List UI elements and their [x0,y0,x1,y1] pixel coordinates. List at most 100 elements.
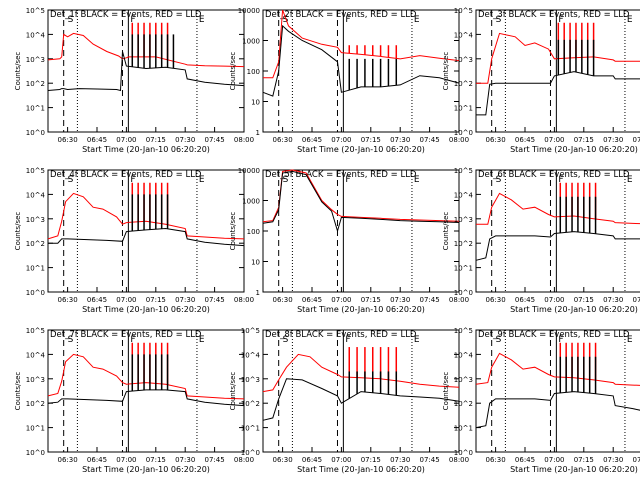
x-tick-label: 07:00 [116,456,136,464]
y-axis-label: Counts/sec [229,52,237,91]
y-tick-label: 10 [251,259,260,267]
marker-label-F: F [558,15,563,25]
x-tick-label: 07:15 [574,136,594,144]
x-tick-label: 07:30 [175,296,195,304]
x-tick-label: 07:15 [146,296,166,304]
y-tick-label: 10^2 [26,80,45,88]
marker-label-F: F [558,175,563,185]
y-axis-label: Counts/sec [229,212,237,251]
y-tick-label: 10^5 [26,327,45,335]
x-tick-label: 08:00 [234,136,254,144]
marker-label-F: F [130,335,135,345]
y-tick-label: 1 [256,129,260,137]
y-tick-label: 10^0 [26,449,45,457]
y-tick-label: 10^4 [454,191,474,199]
x-tick-label: 06:45 [87,136,107,144]
y-tick-label: 10^3 [454,56,473,64]
x-tick-label: 06:30 [273,456,293,464]
x-tick-label: 07:15 [361,136,381,144]
x-tick-label: 07:00 [544,136,564,144]
events-series-line [262,378,460,421]
x-tick-label: 07:00 [331,136,351,144]
x-tick-label: 06:30 [58,456,78,464]
y-tick-label: 1000 [242,38,260,46]
y-tick-label: 10^3 [26,216,45,224]
lld-series-line [475,352,640,386]
x-tick-label: 08:00 [234,456,254,464]
events-series-line [47,51,245,92]
marker-label-F: F [345,335,350,345]
x-tick-label: 06:45 [515,136,535,144]
x-tick-label: 07:00 [331,456,351,464]
y-tick-label: 10^0 [241,449,260,457]
marker-label-S: S [283,15,289,25]
y-tick-label: 10000 [238,167,260,175]
x-tick-label: 06:45 [302,456,322,464]
y-tick-label: 1000 [242,198,260,206]
plot-frame [47,9,245,133]
marker-label-F: F [130,175,135,185]
x-tick-label: 06:45 [515,456,535,464]
events-series-line [475,391,640,429]
marker-label-F: F [130,15,135,25]
y-tick-label: 10^3 [454,216,473,224]
chart-title: Det_2f BLACK = Events, RED = LLD [265,10,417,20]
y-tick-label: 10^4 [26,31,46,39]
marker-label-E: E [199,15,205,25]
y-axis-label: Counts/sec [14,212,22,251]
y-tick-label: 10^2 [241,400,260,408]
y-tick-label: 10^1 [454,105,473,113]
x-tick-label: 06:30 [58,136,78,144]
y-axis-label: Counts/sec [442,212,450,251]
x-tick-label: 06:45 [302,296,322,304]
y-tick-label: 10^2 [454,80,473,88]
x-tick-label: 07:30 [603,456,623,464]
marker-label-E: E [414,15,420,25]
y-tick-label: 10^1 [241,425,260,433]
y-tick-label: 10^0 [26,129,45,137]
marker-label-E: E [414,175,420,185]
chart-title: Det_1f BLACK = Events, RED = LLD [50,10,202,20]
y-tick-label: 10^3 [26,376,45,384]
marker-label-S: S [283,175,289,185]
x-tick-label: 07:45 [205,296,225,304]
marker-label-E: E [627,335,633,345]
marker-label-F: F [345,175,350,185]
marker-label-F: F [345,15,350,25]
chart-title: Det_7f BLACK = Events, RED = LLD [50,330,202,340]
x-tick-label: 07:00 [544,296,564,304]
marker-label-E: E [414,335,420,345]
x-tick-label: 07:00 [116,136,136,144]
x-tick-label: 07:30 [175,136,195,144]
x-tick-label: 06:45 [87,456,107,464]
y-tick-label: 10^1 [26,105,45,113]
chart-title: Det_8f BLACK = Events, RED = LLD [265,330,417,340]
y-tick-label: 10^4 [241,351,261,359]
x-tick-label: 06:30 [486,456,506,464]
y-tick-label: 10^3 [454,376,473,384]
marker-label-S: S [496,335,502,345]
x-tick-label: 07:15 [361,456,381,464]
y-tick-label: 10 [251,99,260,107]
lld-series-line [47,32,245,68]
x-tick-label: 07:30 [603,136,623,144]
lld-series-line [47,192,245,240]
marker-label-S: S [68,335,74,345]
x-tick-label: 07:45 [633,136,640,144]
x-tick-label: 07:15 [574,456,594,464]
y-tick-label: 10^1 [454,425,473,433]
y-tick-label: 10^0 [26,289,45,297]
marker-label-S: S [283,335,289,345]
y-tick-label: 10^5 [454,167,473,175]
x-axis-label: Start Time (20-Jan-10 06:20:20) [297,145,425,154]
x-axis-label: Start Time (20-Jan-10 06:20:20) [82,465,210,474]
marker-label-S: S [68,15,74,25]
y-tick-label: 10^2 [454,240,473,248]
